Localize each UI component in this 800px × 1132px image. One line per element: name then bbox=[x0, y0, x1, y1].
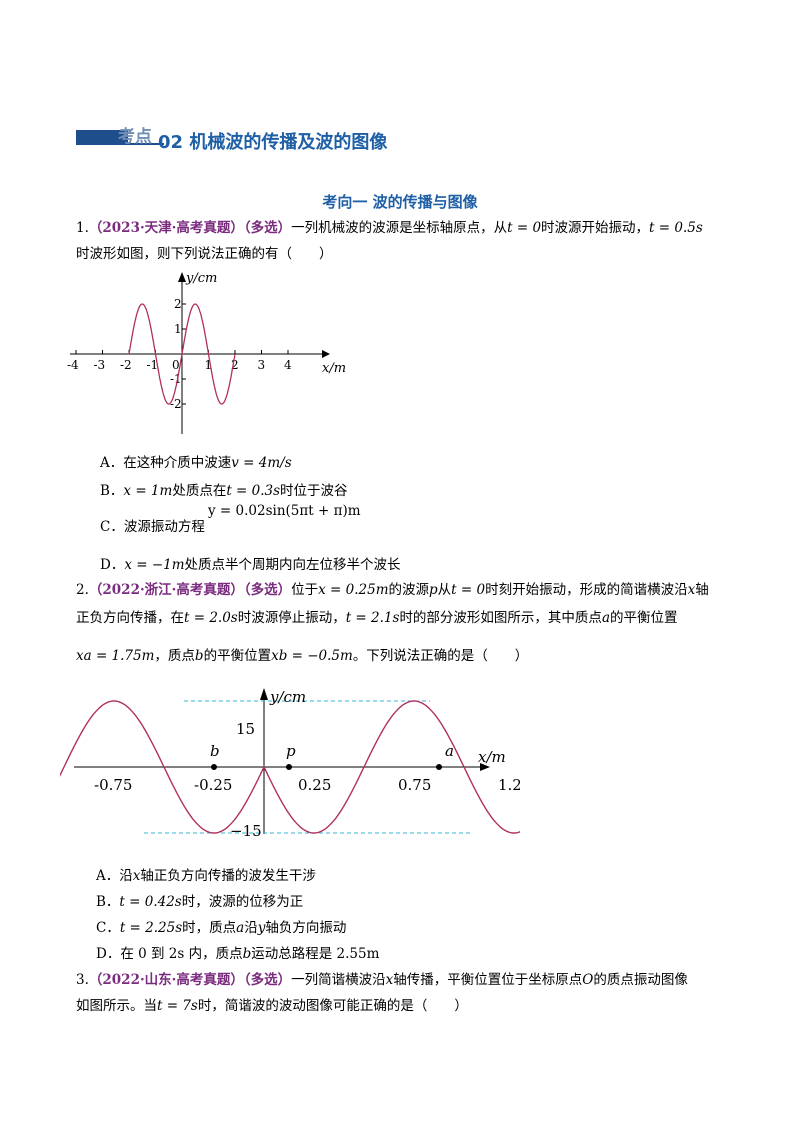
q1-ylabel: y/cm bbox=[185, 271, 217, 286]
q2-wave-graph: y/cm x/m 15 −15 -1.25-0.75-0.250.250.751… bbox=[60, 688, 520, 840]
heading-underline-decoration bbox=[76, 143, 164, 145]
q1-option-d[interactable]: D．x = −1m处质点半个周期内向左位移半个波长 bbox=[100, 557, 401, 573]
q1-xtick-label: 1 bbox=[205, 358, 213, 372]
q1-option-c[interactable]: C．波源振动方程 bbox=[100, 519, 205, 535]
q1-xtick-label: -1 bbox=[147, 358, 159, 372]
q2-label-a: a bbox=[445, 742, 454, 760]
q1-xtick-label: -2 bbox=[120, 358, 132, 372]
q1-ytick-label: -1 bbox=[170, 372, 182, 386]
heading-kaodian: 考点 bbox=[118, 127, 152, 147]
q1-xtick-label: 2 bbox=[231, 358, 239, 372]
q1-tag: （2023·天津·高考真题）（多选） bbox=[88, 220, 292, 236]
q2-xtick-label: -0.25 bbox=[194, 776, 232, 794]
q2-line1: 2.（2022·浙江·高考真题）（多选）位于x = 0.25m的波源p从t = … bbox=[76, 582, 709, 598]
q2-label-b: b bbox=[210, 742, 220, 760]
q2-option-c[interactable]: C．t = 2.25s时，质点a沿y轴负方向振动 bbox=[96, 920, 347, 936]
q2-xtick-label: 0.75 bbox=[398, 776, 431, 794]
q2-wave-curve bbox=[60, 700, 520, 834]
q1-y-arrow bbox=[178, 272, 186, 282]
q1-line1: 1.（2023·天津·高考真题）（多选）一列机械波的波源是坐标轴原点，从t = … bbox=[76, 220, 703, 236]
q2-ytick-top: 15 bbox=[236, 720, 255, 738]
q2-line3: xa = 1.75m，质点b的平衡位置xb = −0.5m。下列说法正确的是（ … bbox=[76, 648, 529, 664]
q1-xtick-label: 4 bbox=[284, 358, 292, 372]
q2-xlabel: x/m bbox=[478, 748, 506, 766]
q2-tag: （2022·浙江·高考真题）（多选） bbox=[88, 582, 292, 598]
heading-title: 02 机械波的传播及波的图像 bbox=[158, 132, 388, 153]
q2-ylabel: y/cm bbox=[269, 688, 306, 706]
q2-point-b bbox=[211, 764, 217, 770]
q1-xtick-label: -4 bbox=[67, 358, 79, 372]
q1-wave-curve bbox=[128, 303, 236, 405]
q1-xtick-label: 3 bbox=[258, 358, 266, 372]
q1-line2: 时波形如图，则下列说法正确的有（ ） bbox=[76, 246, 333, 262]
q1-xtick-label: -3 bbox=[94, 358, 106, 372]
q2-point-a bbox=[436, 764, 442, 770]
q3-tag: （2022·山东·高考真题）（多选） bbox=[88, 972, 292, 988]
q2-xtick-label: 0.25 bbox=[298, 776, 331, 794]
section-title: 考向一 波的传播与图像 bbox=[322, 193, 478, 211]
q1-option-c-formula: y = 0.02sin(5πt + π)m bbox=[208, 503, 361, 519]
heading-bar-decoration bbox=[76, 130, 128, 144]
q1-ytick-label: 2 bbox=[174, 297, 182, 311]
q1-ytick-label: -2 bbox=[170, 397, 182, 411]
q2-option-b[interactable]: B．t = 0.42s时，波源的位移为正 bbox=[96, 894, 304, 910]
q2-x-arrow bbox=[480, 763, 490, 771]
q1-option-a[interactable]: A．在这种介质中波速v = 4m/s bbox=[100, 455, 292, 471]
q1-option-b[interactable]: B．x = 1m处质点在t = 0.3s时位于波谷 bbox=[100, 483, 348, 499]
q2-label-p: p bbox=[286, 742, 296, 760]
q1-xlabel: x/m bbox=[322, 361, 346, 376]
q1-ytick-label: 1 bbox=[174, 322, 182, 336]
q2-xtick-label: 1.25 bbox=[498, 776, 520, 794]
q2-y-arrow bbox=[260, 688, 268, 700]
q2-line2: 正负方向传播，在t = 2.0s时波源停止振动，t = 2.1s时的部分波形如图… bbox=[76, 610, 678, 626]
q2-point-p bbox=[286, 764, 292, 770]
q2-option-a[interactable]: A．沿x轴正负方向传播的波发生干涉 bbox=[96, 868, 316, 884]
q1-wave-graph: -4 -3 -2 -1 0 1 2 3 421-1-2 y/cm x/m bbox=[67, 271, 346, 434]
q3-line1: 3.（2022·山东·高考真题）（多选）一列简谐横波沿x轴传播，平衡位置位于坐标… bbox=[76, 972, 688, 988]
q1-x-arrow bbox=[322, 350, 330, 358]
q2-xtick-label: -0.75 bbox=[94, 776, 132, 794]
q3-line2: 如图所示。当t = 7s时，简谐波的波动图像可能正确的是（ ） bbox=[76, 998, 468, 1014]
q2-option-d[interactable]: D．在 0 到 2s 内，质点b运动总路程是 2.55m bbox=[96, 946, 380, 962]
q1-xtick-label: 0 bbox=[172, 358, 180, 372]
q2-ytick-bottom: −15 bbox=[230, 822, 262, 840]
